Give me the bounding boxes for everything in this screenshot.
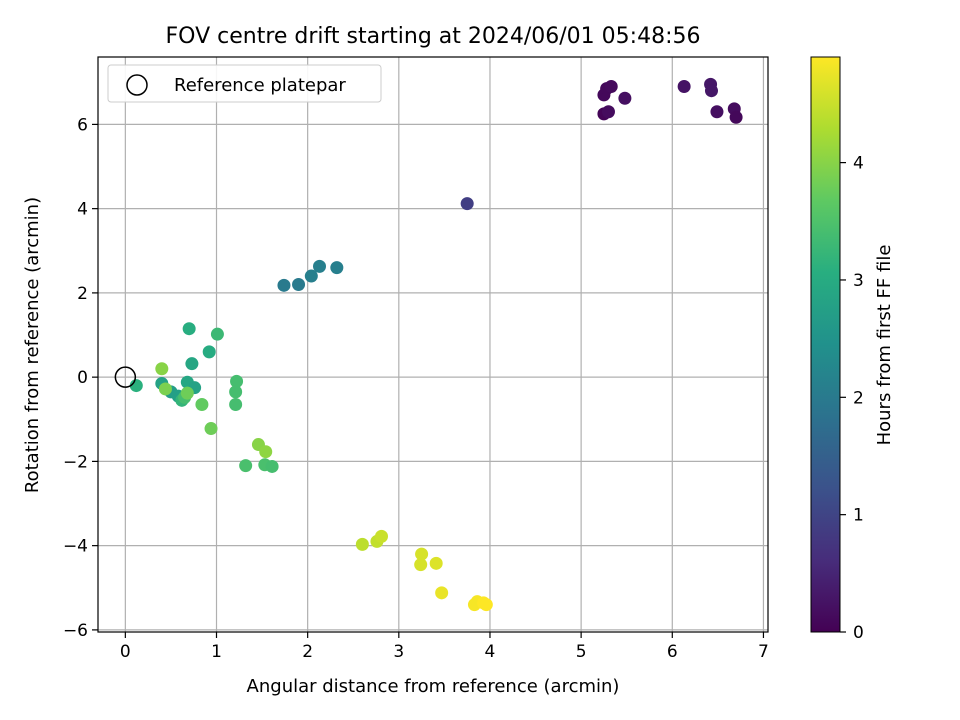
colorbar-ticks: 0 1 2 3 4 [840,154,864,643]
colorbar: 0 1 2 3 4 Hours from first FF file [810,56,895,643]
y-tick-label: −6 [63,621,88,641]
y-tick-label: 0 [77,368,88,388]
data-point [601,105,615,119]
data-point [618,91,632,105]
data-point [460,197,474,211]
colorbar-tick-label: 3 [853,271,864,291]
x-tick-label: 4 [485,642,496,662]
x-tick-label: 3 [393,642,404,662]
data-point [229,385,243,399]
x-tick-label: 2 [302,642,313,662]
legend-marker [126,74,148,96]
reference-marker [114,366,137,388]
colorbar-gradient [810,56,841,633]
data-point [415,547,429,561]
y-tick-label: 4 [77,200,88,220]
colorbar-tick-label: 0 [853,623,864,643]
data-point [277,278,291,292]
data-point [204,422,218,436]
x-tick-label: 5 [576,642,587,662]
colorbar-label: Hours from first FF file [874,245,895,446]
colorbar-tick-label: 4 [853,154,864,174]
data-point [414,558,428,572]
data-point [313,259,327,273]
data-point [230,374,244,388]
data-point [265,459,279,473]
legend-box [107,64,382,103]
legend: Reference platepar [107,64,382,103]
data-point [304,269,318,283]
data-point [677,79,691,93]
y-tick-label: −2 [63,452,88,472]
legend-label: Reference platepar [174,75,346,96]
data-point [374,529,388,543]
reference-point [114,366,137,388]
data-point [710,105,724,119]
data-point [429,556,443,570]
chart-title: FOV centre drift starting at 2024/06/01 … [166,24,701,49]
y-tick-label: 2 [77,284,88,304]
data-point [704,84,718,98]
y-tick-label: −4 [63,537,88,557]
data-point [330,261,344,275]
y-tick-label: 6 [77,115,88,135]
data-point [729,110,743,124]
colorbar-tick-label: 2 [853,388,864,408]
x-axis-ticks: 0 1 2 3 4 5 6 7 [120,632,769,662]
data-point [259,445,273,459]
data-point [185,357,199,371]
y-axis-ticks: −6 −4 −2 0 2 4 6 [63,115,98,641]
data-point [479,598,493,612]
data-point [239,459,253,473]
data-point [182,322,196,336]
x-tick-label: 7 [758,642,769,662]
data-point [292,277,306,291]
data-points [129,77,743,612]
data-point [604,79,618,93]
data-point [435,586,449,600]
data-point [195,398,209,412]
data-point [229,398,243,412]
colorbar-tick-label: 1 [853,506,864,526]
y-axis-label: Rotation from reference (arcmin) [22,197,43,493]
plot-frame [97,56,769,633]
data-point [180,386,194,400]
data-point [158,382,172,396]
x-tick-label: 1 [211,642,222,662]
x-tick-label: 6 [667,642,678,662]
data-point [355,537,369,551]
grid-lines [98,57,768,632]
data-point [155,362,169,376]
x-tick-label: 0 [120,642,131,662]
x-axis-label: Angular distance from reference (arcmin) [247,676,620,697]
data-point [202,345,216,359]
data-point [210,327,224,341]
